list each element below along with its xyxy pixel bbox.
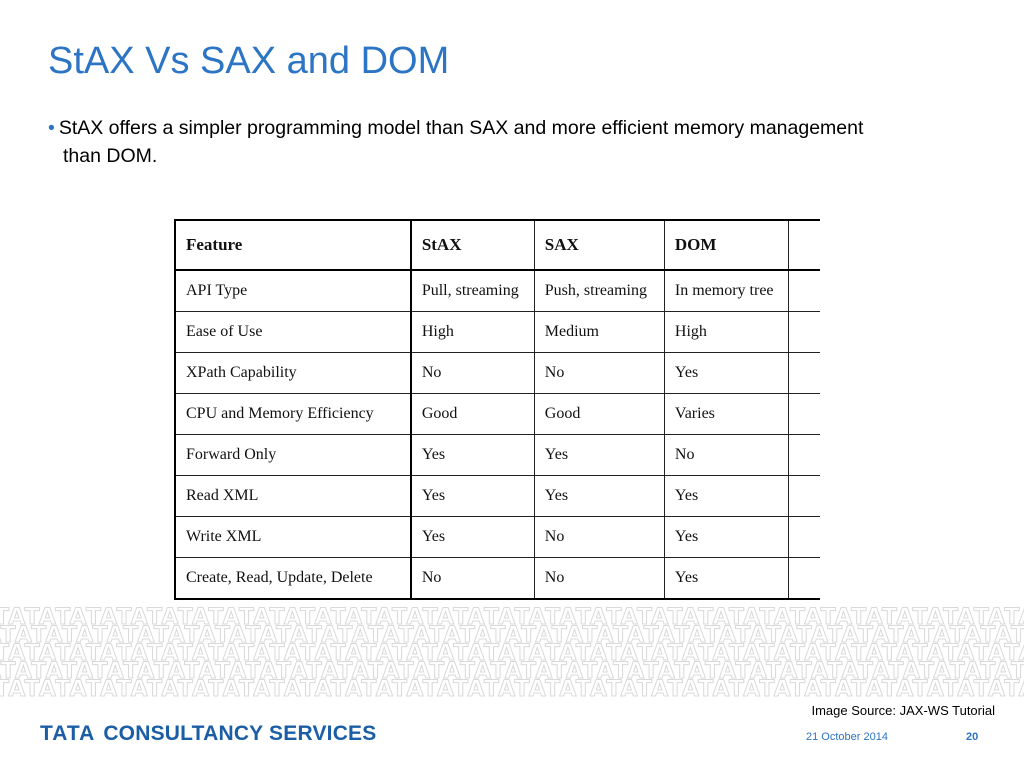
table-cell: Yes — [410, 516, 535, 558]
bullet-marker: • — [48, 117, 55, 139]
table-cell-empty — [788, 269, 820, 312]
pattern-row: TATATATATATATATATATATATATATATATATATATATA… — [0, 606, 1024, 630]
table-row: CPU and Memory Efficiency Good Good Vari… — [174, 393, 820, 435]
table-cell: Varies — [663, 393, 790, 435]
logo-tata-wordmark: TATA — [40, 722, 96, 745]
comparison-table: Feature StAX SAX DOM API Type Pull, stre… — [174, 219, 820, 600]
table-cell: Good — [410, 393, 535, 435]
table-cell: No — [533, 516, 665, 558]
table-cell: Ease of Use — [174, 311, 412, 353]
header-cell-sax: SAX — [533, 219, 665, 271]
table-cell: API Type — [174, 269, 412, 312]
table-row: XPath Capability No No Yes — [174, 352, 820, 394]
pattern-row: TATATATATATATATATATATATATATATATATATATATA… — [0, 641, 1024, 666]
table-row: Write XML Yes No Yes — [174, 516, 820, 558]
table-header-row: Feature StAX SAX DOM — [174, 219, 820, 271]
pattern-row: TATATATATATATATATATATATATATATATATATATATA… — [0, 677, 1024, 698]
table-cell: Create, Read, Update, Delete — [174, 557, 412, 600]
tata-pattern-svg: TATATATATATATATATATATATATATATATATATATATA… — [0, 606, 1024, 698]
logo-company-name: CONSULTANCY SERVICES — [103, 722, 377, 745]
header-cell-feature: Feature — [174, 219, 412, 271]
image-source-caption: Image Source: JAX-WS Tutorial — [811, 703, 995, 718]
table-cell: CPU and Memory Efficiency — [174, 393, 412, 435]
table-cell: Yes — [663, 352, 790, 394]
table-cell: Push, streaming — [533, 269, 665, 312]
table-cell: No — [410, 557, 535, 600]
table-row: Read XML Yes Yes Yes — [174, 475, 820, 517]
table-cell: Yes — [533, 434, 665, 476]
table-cell: Yes — [410, 475, 535, 517]
table-cell: No — [410, 352, 535, 394]
slide-title: StAX Vs SAX and DOM — [48, 40, 450, 82]
table-cell: Yes — [663, 475, 790, 517]
table-cell: In memory tree — [663, 269, 790, 312]
table-cell: No — [663, 434, 790, 476]
table-cell: Good — [533, 393, 665, 435]
table-cell: No — [533, 352, 665, 394]
table-cell: High — [663, 311, 790, 353]
pattern-row: TATATATATATATATATATATATATATATATATATATATA… — [0, 623, 1024, 648]
table-cell-empty — [788, 475, 820, 517]
table-cell-empty — [788, 516, 820, 558]
table-row: Forward Only Yes Yes No — [174, 434, 820, 476]
table-row: Create, Read, Update, Delete No No Yes — [174, 557, 820, 600]
table-cell-empty — [788, 393, 820, 435]
header-cell-stax: StAX — [410, 219, 535, 271]
table-cell-empty — [788, 311, 820, 353]
bullet-point: • StAX offers a simpler programming model… — [48, 114, 893, 170]
bullet-text: StAX offers a simpler programming model … — [58, 117, 864, 167]
table-cell: Forward Only — [174, 434, 412, 476]
tata-background-pattern: TATATATATATATATATATATATATATATATATATATATA… — [0, 606, 1024, 698]
tcs-logo: TATA CONSULTANCY SERVICES — [40, 722, 376, 746]
table-cell: Yes — [533, 475, 665, 517]
table-cell-empty — [788, 352, 820, 394]
table-cell-empty — [788, 557, 820, 600]
header-cell-empty — [788, 219, 820, 271]
table-cell: Medium — [533, 311, 665, 353]
table-cell: No — [533, 557, 665, 600]
table-cell: High — [410, 311, 535, 353]
table-cell: Yes — [410, 434, 535, 476]
table-cell-empty — [788, 434, 820, 476]
table-row: Ease of Use High Medium High — [174, 311, 820, 353]
table-cell: Pull, streaming — [410, 269, 535, 312]
table-cell: Yes — [663, 557, 790, 600]
comparison-table-image: Feature StAX SAX DOM API Type Pull, stre… — [174, 219, 820, 603]
pattern-row: TATATATATATATATATATATATATATATATATATATATA… — [0, 659, 1024, 684]
table-row: API Type Pull, streaming Push, streaming… — [174, 269, 820, 312]
table-cell: Read XML — [174, 475, 412, 517]
table-cell: XPath Capability — [174, 352, 412, 394]
header-cell-dom: DOM — [663, 219, 790, 271]
table-cell: Write XML — [174, 516, 412, 558]
footer-date: 21 October 2014 — [806, 731, 888, 743]
page-number: 20 — [966, 731, 979, 743]
table-cell: Yes — [663, 516, 790, 558]
